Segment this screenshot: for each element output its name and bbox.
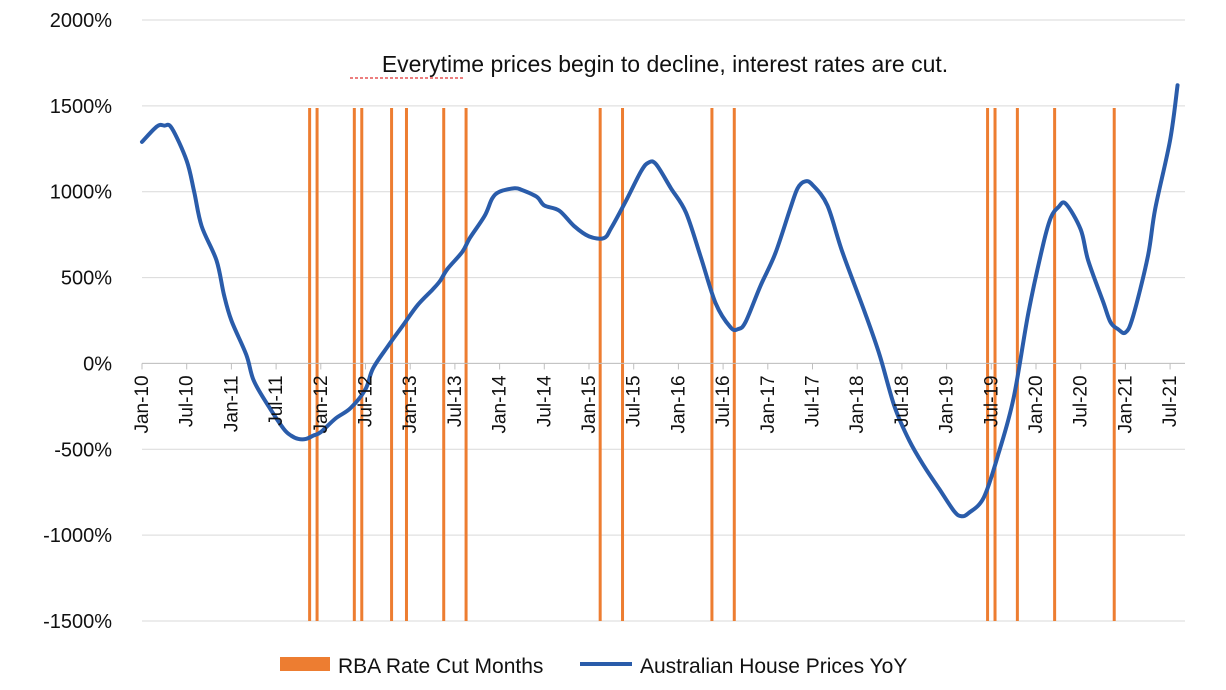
rate-cut-bar (710, 108, 714, 621)
rate-cut-bar (1112, 108, 1116, 621)
x-axis-ticks (141, 363, 1171, 370)
x-tick-label: Jan-14 (490, 375, 511, 434)
y-tick-label: 1000% (50, 182, 112, 204)
rate-cut-bar (308, 108, 312, 621)
x-tick-label: Jan-18 (847, 375, 868, 433)
y-tick-label: -1000% (43, 525, 112, 547)
x-tick-label: Jul-10 (177, 375, 198, 427)
x-tick-label: Jan-21 (1115, 375, 1136, 433)
y-tick-label: -1500% (43, 611, 112, 633)
y-axis-labels: 2000% 1500% 1000% 500% 0% -500% -1000% -1500% (43, 10, 112, 633)
rate-cut-bar (464, 108, 468, 621)
rate-cut-bar (352, 108, 356, 621)
rate-cut-bar (390, 108, 394, 621)
x-tick-label: Jan-12 (311, 375, 332, 433)
x-tick-label: Jul-15 (624, 375, 645, 427)
x-tick-label: Jul-21 (1160, 375, 1181, 427)
x-tick-label: Jan-13 (400, 375, 421, 433)
x-axis-labels: Jan-10 Jul-10 Jan-11 Jul-11 Jan-12 Jul-12 Jan-… (132, 375, 1181, 434)
rate-cut-bar (1015, 108, 1019, 621)
y-tick-label: 2000% (50, 10, 112, 32)
x-tick-label: Jul-14 (534, 375, 555, 427)
y-tick-label: 500% (61, 268, 112, 290)
house-prices-line (140, 83, 1180, 519)
x-tick-label: Jul-12 (356, 375, 377, 427)
x-tick-label: Jan-17 (758, 375, 779, 433)
x-tick-label: Jul-13 (445, 375, 466, 427)
rate-cut-bars (308, 108, 1116, 621)
x-tick-label: Jan-10 (132, 375, 153, 433)
annotation-text: Everytime prices begin to decline, inter… (382, 51, 948, 77)
x-tick-label: Jan-15 (579, 375, 600, 433)
legend-label-rate-cuts: RBA Rate Cut Months (338, 655, 543, 678)
x-tick-label: Jul-11 (266, 375, 287, 425)
legend: RBA Rate Cut Months Australian House Pri… (280, 655, 907, 678)
x-tick-label: Jul-19 (981, 375, 1002, 427)
x-tick-label: Jul-17 (803, 375, 824, 427)
y-tick-label: 1500% (50, 96, 112, 118)
legend-swatch-rate-cuts (280, 657, 330, 671)
rate-cut-bar (993, 108, 997, 621)
rate-cut-bar (1053, 108, 1057, 621)
x-tick-label: Jul-18 (892, 375, 913, 427)
x-tick-label: Jan-16 (668, 375, 689, 433)
legend-label-house-prices: Australian House Prices YoY (640, 655, 907, 678)
rate-cut-bar (404, 108, 408, 621)
x-tick-label: Jan-20 (1026, 375, 1047, 433)
x-tick-label: Jul-20 (1071, 375, 1092, 427)
y-tick-label: 0% (83, 353, 112, 375)
rate-cut-bar (360, 108, 364, 621)
rate-cut-bar (442, 108, 446, 621)
rate-cut-bar (598, 108, 602, 621)
x-tick-label: Jan-11 (221, 375, 242, 432)
rate-cut-bar (315, 108, 319, 621)
y-tick-label: -500% (54, 439, 112, 461)
x-tick-label: Jan-19 (937, 375, 958, 433)
x-tick-label: Jul-16 (713, 375, 734, 427)
rate-cut-bar (986, 108, 990, 621)
rate-cut-bar (732, 108, 736, 621)
rate-cut-bar (621, 108, 625, 621)
